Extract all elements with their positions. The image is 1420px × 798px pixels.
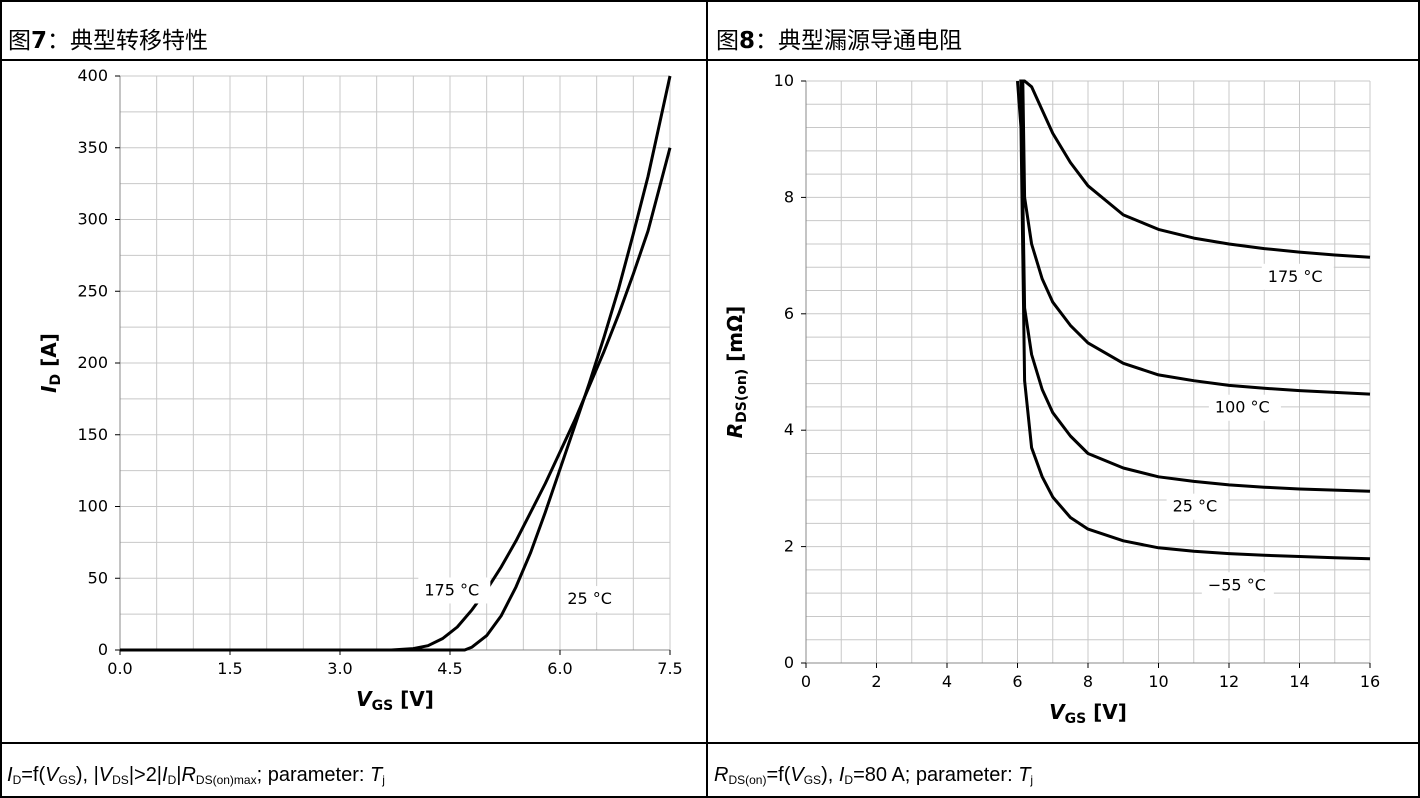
cap2-t-sub: j [1030,773,1034,787]
annotation-bg [1261,263,1334,290]
cap-vds-sub: DS [112,773,129,787]
cap-r-sub: DS(on)max [195,773,257,787]
x-tick-label: 0.0 [107,659,132,678]
cap-id-sub: D [12,773,22,787]
series-annotation: 25 °C [1173,497,1218,516]
cap2-id-sub: D [844,773,854,787]
series-annotation: 175 °C [1268,267,1323,286]
x-tick-label: 14 [1289,672,1309,691]
cap-gt: |>2| [128,764,163,786]
y-axis-label: RDS(on) [mΩ] [723,306,750,439]
x-tick-label: 0 [801,672,811,691]
series-line-0 [120,147,672,652]
right-figure-title: 图8：典型漏源导通电阻 [708,26,1420,56]
cap2-f-close: ), [821,764,839,786]
annotation-bg [418,577,491,604]
x-tick-label: 12 [1219,672,1239,691]
cap2-id-value: =80 A; parameter: [853,764,1019,786]
cap-id: I [7,764,13,786]
y-tick-label: 300 [77,210,108,229]
x-tick-label: 6.0 [547,659,572,678]
y-tick-label: 0 [98,640,108,659]
series-annotation: −55 °C [1208,575,1266,594]
cap-f-open: =f( [21,764,46,786]
series-line-2 [1019,80,1371,493]
left-fig-prefix: 图 [8,28,31,54]
cap-t-sub: j [382,773,385,787]
annotation-bg [1201,572,1274,599]
series-annotation: 25 °C [567,589,612,608]
y-tick-label: 10 [774,71,794,90]
cap-t: T [369,764,383,786]
x-tick-label: 6 [1012,672,1022,691]
right-fig-number: 8 [739,28,756,54]
cap2-t: T [1018,764,1031,786]
y-axis-label: ID [A] [37,333,64,393]
cap-vds: V [98,764,113,786]
y-tick-label: 250 [77,281,108,300]
x-tick-label: 1.5 [217,659,242,678]
series-line-0 [1019,79,1371,259]
x-axis-label: VGS [V] [1049,700,1127,727]
y-tick-label: 200 [77,353,108,372]
x-tick-label: 10 [1148,672,1168,691]
y-tick-label: 6 [784,304,794,323]
series-annotation: 175 °C [424,580,479,599]
cap2-r-sub: DS(on) [728,773,767,787]
y-tick-label: 50 [88,568,108,587]
x-tick-label: 4.5 [437,659,462,678]
series-line-3 [1016,80,1371,561]
right-caption: RDS(on)=f(VGS), ID=80 A; parameter: Tj [709,763,1414,792]
x-axis-label: VGS [V] [356,687,434,714]
x-tick-label: 8 [1083,672,1093,691]
cap-vgs-sub: GS [58,773,76,787]
x-tick-label: 16 [1360,672,1380,691]
left-caption: ID=f(VGS), |VDS|>2|ID|RDS(on)max; parame… [2,763,702,792]
cap-f-close: ), | [75,764,99,786]
annotation-bg [1208,394,1281,421]
left-figure-title: 图7：典型转移特性 [0,26,707,56]
annotation-bg [561,586,624,613]
y-tick-label: 2 [784,537,794,556]
series-line-1 [1021,80,1371,396]
y-tick-label: 350 [77,138,108,157]
x-tick-label: 4 [942,672,952,691]
left-fig-title-text: ：典型转移特性 [47,28,209,54]
cap2-f-open: =f( [766,764,791,786]
series-line-1 [120,75,672,652]
y-tick-label: 150 [77,425,108,444]
series-annotation: 100 °C [1215,398,1270,417]
x-tick-label: 2 [871,672,881,691]
right-fig-prefix: 图 [716,28,739,54]
y-tick-label: 4 [784,420,794,439]
cap2-r: R [714,764,729,786]
cap2-vgs: V [790,764,804,786]
cap-r: R [181,764,196,786]
cap2-vgs-sub: GS [803,773,822,787]
x-tick-label: 3.0 [327,659,352,678]
transfer-characteristics-chart: 0.0 1.5 3.0 4.5 6.0 7.5 0 50 100 150 200 250 300 350 4… [37,66,683,714]
y-tick-label: 400 [77,66,108,85]
left-fig-number: 7 [31,28,48,54]
right-fig-title-text: ：典型漏源导通电阻 [755,28,963,54]
rdson-chart: 0 2 4 6 8 10 12 14 16 0 2 4 6 8 10 175 °C 100 °C 25 °C −55… [723,71,1380,727]
cap2-id: I [838,764,845,786]
y-tick-label: 8 [784,187,794,206]
cap-id2: I [162,764,168,786]
cap-id2-sub: D [167,773,177,787]
x-tick-label: 7.5 [657,659,682,678]
cap-bar: | [176,764,182,786]
y-tick-label: 100 [77,497,108,516]
cap-vgs: V [45,764,59,786]
cap-param: ; parameter: [256,764,370,786]
y-tick-label: 0 [784,653,794,672]
annotation-bg [1166,493,1229,520]
